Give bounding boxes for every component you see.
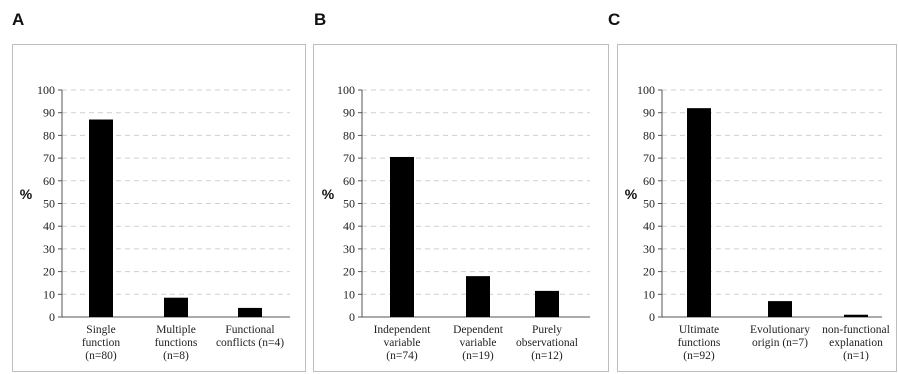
bar — [687, 108, 711, 317]
category-label-line: Independent — [374, 324, 432, 336]
category-label-line: (n=74) — [386, 350, 418, 362]
bar — [768, 301, 792, 317]
y-tick-label: 30 — [343, 242, 355, 256]
category-label-line: (n=1) — [843, 350, 869, 362]
category-label-line: conflicts (n=4) — [216, 337, 284, 349]
y-tick-label: 40 — [343, 219, 355, 233]
y-tick-label: 0 — [349, 310, 355, 324]
category-label: Purely observational (n=12) — [516, 324, 578, 362]
y-tick-label: 20 — [343, 265, 355, 279]
category-label-line: functions — [678, 337, 721, 349]
category-label-line: variable — [459, 337, 496, 349]
y-tick-label: 30 — [43, 242, 55, 256]
bar — [466, 276, 490, 317]
y-tick-label: 10 — [643, 287, 655, 301]
y-axis-label: % — [20, 186, 33, 202]
category-label-line: Purely — [532, 324, 562, 336]
category-label-line: Single — [86, 324, 115, 336]
y-tick-label: 20 — [43, 265, 55, 279]
y-tick-label: 0 — [49, 310, 55, 324]
category-label-line: (n=80) — [85, 350, 117, 362]
y-tick-label: 100 — [37, 83, 55, 97]
category-label-line: Dependent — [453, 324, 504, 336]
category-label-line: observational — [516, 337, 578, 349]
y-tick-label: 100 — [337, 83, 355, 97]
category-label: Single function (n=80) — [82, 324, 121, 362]
category-label-line: explanation — [829, 337, 883, 349]
bar — [844, 314, 868, 317]
bar — [89, 119, 113, 317]
panel-label-b: B — [314, 10, 327, 29]
category-label-line: (n=12) — [531, 350, 563, 362]
category-label-line: Multiple — [156, 324, 196, 336]
y-tick-label: 80 — [643, 128, 655, 142]
category-label-line: (n=19) — [462, 350, 494, 362]
category-label: Independent variable (n=74) — [374, 324, 432, 362]
category-label-line: origin (n=7) — [752, 337, 808, 349]
y-tick-label: 0 — [649, 310, 655, 324]
category-label: non-functional explanation (n=1) — [822, 324, 890, 362]
category-label-line: non-functional — [822, 324, 890, 336]
category-label: Functional conflicts (n=4) — [216, 324, 284, 349]
panel-label-c: C — [608, 10, 621, 29]
category-label-line: functions — [155, 337, 198, 349]
chart-c: 0 10 20 30 40 50 60 70 80 90 100% Ultimate functions… — [625, 83, 890, 362]
y-tick-label: 70 — [643, 151, 655, 165]
category-label: Evolutionary origin (n=7) — [750, 324, 810, 349]
y-tick-label: 20 — [643, 265, 655, 279]
y-tick-label: 90 — [343, 106, 355, 120]
y-tick-label: 40 — [43, 219, 55, 233]
category-label-line: variable — [383, 337, 420, 349]
y-tick-label: 50 — [43, 197, 55, 211]
y-tick-label: 50 — [343, 197, 355, 211]
y-tick-label: 90 — [43, 106, 55, 120]
category-label: Ultimate functions (n=92) — [678, 324, 721, 362]
y-tick-label: 80 — [343, 128, 355, 142]
y-tick-label: 60 — [343, 174, 355, 188]
y-axis-label: % — [625, 186, 638, 202]
y-tick-label: 10 — [343, 287, 355, 301]
y-tick-label: 70 — [43, 151, 55, 165]
y-tick-label: 70 — [343, 151, 355, 165]
y-tick-label: 80 — [43, 128, 55, 142]
bar — [238, 307, 262, 317]
y-tick-label: 40 — [643, 219, 655, 233]
category-label: Dependent variable (n=19) — [453, 324, 504, 362]
y-tick-label: 30 — [643, 242, 655, 256]
bar — [535, 290, 559, 317]
category-label-line: Ultimate — [679, 324, 719, 336]
category-label-line: Evolutionary — [750, 324, 810, 336]
y-tick-label: 100 — [637, 83, 655, 97]
category-label-line: (n=92) — [683, 350, 715, 362]
category-label-line: Functional — [225, 324, 274, 336]
bar — [164, 297, 188, 317]
y-tick-label: 90 — [643, 106, 655, 120]
y-tick-label: 60 — [43, 174, 55, 188]
category-label-line: function — [82, 337, 121, 349]
panel-label-a: A — [12, 10, 25, 29]
category-label-line: (n=8) — [163, 350, 189, 362]
y-tick-label: 60 — [643, 174, 655, 188]
y-tick-label: 10 — [43, 287, 55, 301]
y-axis-label: % — [322, 186, 335, 202]
category-label: Multiple functions (n=8) — [155, 324, 198, 362]
y-tick-label: 50 — [643, 197, 655, 211]
bar — [390, 156, 414, 317]
